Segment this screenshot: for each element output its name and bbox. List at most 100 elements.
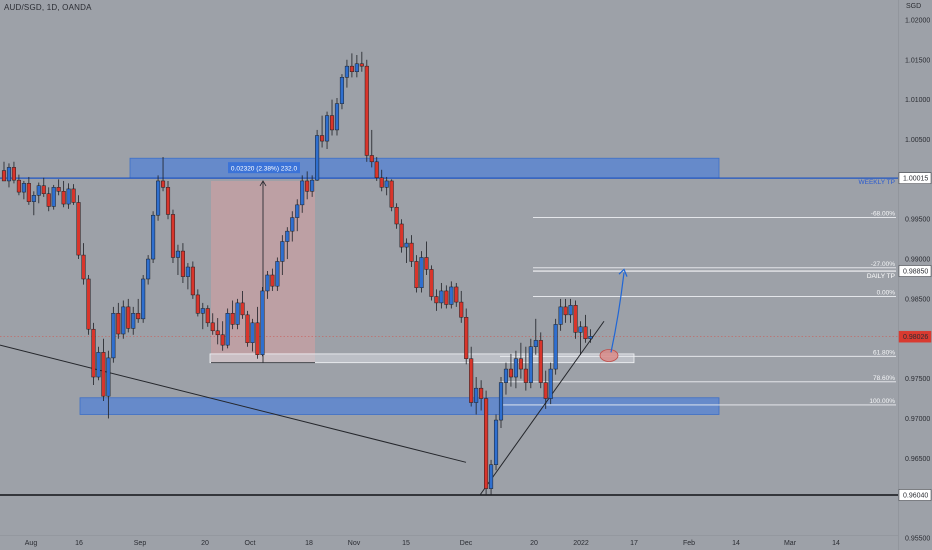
price-tick-label: 0.99500 [905,217,930,224]
candle-body [46,193,51,207]
candle-body [305,180,310,192]
candle-body [518,358,523,370]
candle-body [36,185,41,196]
candle-body [96,352,101,378]
candle-body [563,306,568,316]
fib-level-label: -68.00% [871,211,895,218]
candle-body [151,214,156,260]
symbol-title: AUD/SGD, 1D, OANDA [4,3,92,12]
candle-body [210,322,215,332]
price-label-bg [898,489,932,501]
candle-body [429,269,434,297]
candle-body [419,257,424,289]
fib-level-label: 0.00% [877,290,896,297]
candle-body [374,161,379,179]
time-tick-label: Sep [134,540,147,547]
fib-level-label: 61.80% [873,349,895,356]
candle-body [56,187,61,192]
candle-body [523,368,528,383]
candle-body [459,301,464,318]
time-tick-label: Feb [683,540,695,547]
candle-body [235,302,240,325]
price-tick-label: 1.02000 [905,17,930,24]
candle-body [583,326,588,340]
time-tick-label: Oct [245,540,256,547]
candle-body [51,187,56,207]
candle-body [136,313,141,320]
candle-body [553,324,558,370]
price-label-bg [898,172,932,184]
price-tick-label: 1.01500 [905,57,930,64]
candle-body [543,382,548,399]
candle-body [26,183,31,202]
candle-body [250,322,255,344]
candle-body [141,278,146,320]
candle-body [111,313,116,359]
candle-body [160,180,166,188]
price-tick-label: 0.96500 [905,456,930,463]
candle-body [479,387,484,399]
fib-level-label: 100.00% [869,398,895,405]
currency-label[interactable]: SGD [906,3,922,10]
candle-body [389,180,394,208]
price-label: 0.98850 [903,269,928,276]
candle-body [190,266,195,296]
candle-body [399,223,404,248]
price-tick-label: 0.97500 [905,376,930,383]
candle-body [116,313,121,335]
entry-target-marker [599,349,619,362]
candle-body [6,167,12,182]
candle-body [126,306,131,329]
candle-body [175,250,180,258]
candle-body [101,352,106,397]
time-tick-label: 14 [732,540,740,547]
candle-body [265,274,270,292]
candle-body [1,170,7,182]
candle-body [66,188,71,205]
candle-body [508,368,513,378]
descending-trendline [0,344,467,463]
candle-body [454,286,459,303]
candle-body [220,334,225,346]
candle-body [240,302,245,316]
candle-body [533,340,538,347]
candle-body [359,63,364,67]
candle-body [230,313,235,325]
projection-arrow [610,272,625,353]
fib-level-label: 78.60% [873,375,895,382]
candle-body [21,183,26,193]
candle-body [146,258,151,280]
price-tick-label: 1.01000 [905,97,930,104]
candle-body [205,308,210,324]
candle-body [285,230,290,242]
candle-body [300,180,305,206]
candle-body [493,419,499,465]
candle-body [156,180,161,216]
candle-body [71,188,76,203]
time-tick-label: Mar [784,540,797,547]
lower-demand-zone [79,397,720,415]
entry-zone [209,353,635,364]
candle-body [364,65,369,156]
candle-body [290,217,295,232]
candle-body [464,316,469,359]
measure-label-bg [228,162,300,174]
candle-body [41,185,46,194]
fib-level-label: -27.00% [871,261,895,268]
candle-body [568,305,573,316]
candle-body [573,305,578,333]
candle-body [334,103,340,131]
candle-body [31,195,36,202]
candle-body [275,261,280,287]
price-label: 0.96040 [903,493,928,500]
candle-body [513,358,518,378]
candle-body [439,290,444,304]
candle-body [180,250,185,277]
candle-body [61,191,66,205]
candle-body [444,290,449,305]
candle-body [295,204,300,218]
candle-body [185,266,190,277]
candle-body [434,296,439,304]
candle-body [91,328,96,378]
